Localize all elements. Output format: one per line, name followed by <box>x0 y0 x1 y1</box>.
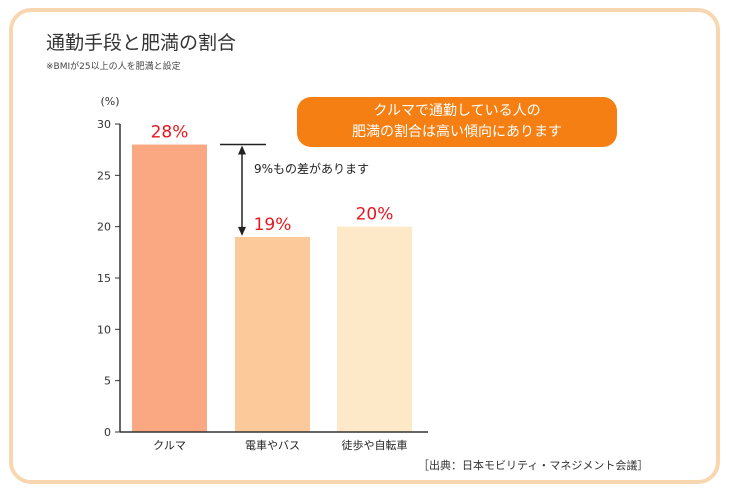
x-category-label: 電車やバス <box>245 438 300 452</box>
chart-subtitle: ※BMIが25以上の人を肥満と設定 <box>46 62 181 72</box>
x-category-label: 徒歩や自転車 <box>342 438 408 452</box>
chart-title: 通勤手段と肥満の割合 <box>46 32 237 54</box>
y-tick-label: 5 <box>104 375 111 388</box>
y-tick-label: 15 <box>97 272 111 285</box>
bar <box>235 236 310 432</box>
difference-annotation: 9%もの差があります <box>254 161 369 176</box>
difference-arrow-down-head <box>238 226 246 236</box>
y-tick-label: 20 <box>97 221 111 234</box>
difference-arrow-up-head <box>238 145 246 155</box>
bar-value-label: 20% <box>356 205 394 225</box>
y-tick-label: 30 <box>97 118 111 131</box>
x-category-label: クルマ <box>153 439 186 452</box>
y-tick-label: 0 <box>104 426 111 439</box>
callout-line-1: クルマで通勤している人の <box>373 103 541 119</box>
bar-value-label: 19% <box>254 215 292 235</box>
bar <box>337 226 412 432</box>
source-note: ［出典：日本モビリティ・マネジメント会議］ <box>418 459 649 472</box>
bar-value-label: 28% <box>151 123 189 143</box>
y-tick-label: 10 <box>97 323 111 336</box>
y-axis-unit: (%) <box>100 95 119 108</box>
bar <box>132 144 207 433</box>
y-tick-label: 25 <box>97 169 111 182</box>
callout-bubble: クルマで通勤している人の 肥満の割合は高い傾向にあります <box>297 97 617 147</box>
callout-line-2: 肥満の割合は高い傾向にあります <box>352 124 562 140</box>
